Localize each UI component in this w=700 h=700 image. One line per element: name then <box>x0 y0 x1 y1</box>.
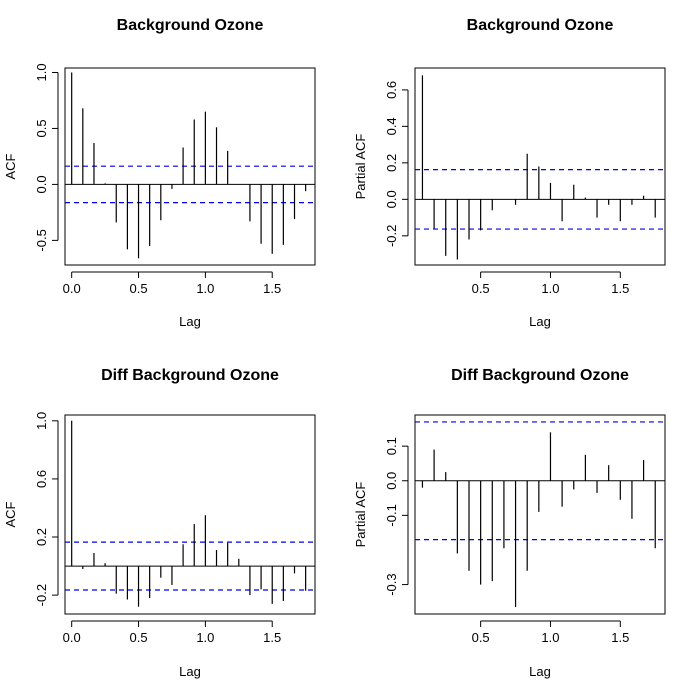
x-tick-label: 0.5 <box>129 630 147 645</box>
x-tick-label: 1.5 <box>611 630 629 645</box>
y-tick-label: -0.5 <box>34 229 49 251</box>
plot-frame <box>414 414 666 615</box>
y-tick-label: 0.5 <box>34 119 49 137</box>
panel-pacf-diff-background-ozone: Diff Background Ozone Lag Partial ACF 0.5 1.… <box>353 367 666 679</box>
chart-title: Diff Background Ozone <box>101 367 279 384</box>
y-tick-label: -0.2 <box>384 225 399 247</box>
x-axis-label: Lag <box>529 314 551 329</box>
chart-title: Diff Background Ozone <box>451 367 629 384</box>
y-tick-label: 0.4 <box>384 117 399 135</box>
y-axis-label: Partial ACF <box>353 482 368 548</box>
y-tick-label: -0.1 <box>384 504 399 526</box>
x-tick-label: 1.0 <box>541 281 559 296</box>
x-tick-label: 1.0 <box>196 630 214 645</box>
panel-acf-background-ozone: Background Ozone Lag ACF 0.0 0.5 1.0 1.5 -0.5 0.… <box>3 17 316 329</box>
x-tick-label: 1.5 <box>611 281 629 296</box>
x-tick-label: 0.5 <box>472 630 490 645</box>
panel-acf-diff-background-ozone: Diff Background Ozone Lag ACF 0.0 0.5 1.0 1.5 -… <box>3 367 316 679</box>
x-axis-label: Lag <box>179 664 201 679</box>
y-axis-label: Partial ACF <box>353 134 368 200</box>
x-tick-label: 1.5 <box>263 630 281 645</box>
plot-frame <box>64 414 316 615</box>
y-tick-label: 0.6 <box>384 81 399 99</box>
panel-pacf-background-ozone: Background Ozone Lag Partial ACF 0.5 1.0 1.5 -… <box>353 17 666 329</box>
chart-title: Background Ozone <box>117 17 264 34</box>
x-tick-label: 1.0 <box>541 630 559 645</box>
x-tick-label: 1.5 <box>263 281 281 296</box>
x-tick-label: 1.0 <box>196 281 214 296</box>
y-tick-label: 0.0 <box>34 175 49 193</box>
y-axis-label: ACF <box>3 153 18 179</box>
y-tick-label: 0.6 <box>34 470 49 488</box>
x-axis-label: Lag <box>529 664 551 679</box>
y-tick-label: 1.0 <box>34 412 49 430</box>
y-axis-label: ACF <box>3 501 18 527</box>
x-tick-label: 0.5 <box>129 281 147 296</box>
y-tick-label: -0.2 <box>34 584 49 606</box>
y-tick-label: 0.0 <box>384 472 399 490</box>
y-tick-label: -0.3 <box>384 573 399 595</box>
y-tick-label: 1.0 <box>34 63 49 81</box>
y-tick-label: 0.1 <box>384 437 399 455</box>
x-tick-label: 0.5 <box>472 281 490 296</box>
y-tick-label: 0.2 <box>384 154 399 172</box>
chart-title: Background Ozone <box>467 17 614 34</box>
plot-frame <box>414 67 666 266</box>
x-tick-label: 0.0 <box>63 281 81 296</box>
y-tick-label: 0.2 <box>34 528 49 546</box>
x-tick-label: 0.0 <box>63 630 81 645</box>
x-axis-label: Lag <box>179 314 201 329</box>
y-tick-label: 0.0 <box>384 190 399 208</box>
